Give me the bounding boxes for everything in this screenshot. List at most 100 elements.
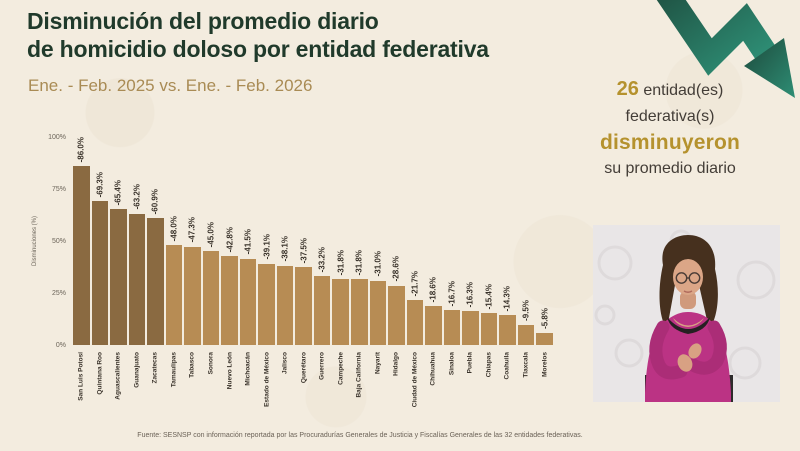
bar-column: -31.8%	[331, 137, 350, 345]
x-tick-cell: Coahuila	[498, 350, 517, 430]
bar-column: -42.8%	[220, 137, 239, 345]
x-tick-cell: Nuevo León	[220, 350, 239, 430]
sign-language-interpreter-video	[593, 225, 780, 402]
bar-value-label: -65.4%	[113, 179, 123, 205]
x-tick-cell: Baja California	[350, 350, 369, 430]
bar	[295, 267, 312, 345]
bar	[202, 251, 220, 345]
x-tick-label: Tamaulipas	[170, 352, 178, 388]
x-tick-cell: San Luis Potosí	[72, 350, 91, 430]
x-tick-label: Ciudad de México	[411, 352, 419, 408]
x-tick-cell: Querétaro	[294, 350, 313, 430]
x-tick-cell: Jalisco	[276, 350, 295, 430]
x-tick-cell: Quintana Roo	[91, 350, 110, 430]
x-tick-label: Nayarit	[374, 352, 382, 375]
bar-value-label: -31.8%	[354, 249, 364, 275]
bar	[147, 218, 164, 345]
bar-value-label: -39.1%	[262, 234, 272, 260]
bar-column: -86.0%	[72, 137, 91, 345]
bar-column: -47.3%	[183, 137, 202, 345]
bar-value-label: -28.6%	[391, 256, 401, 282]
page-title-line1: Disminución del promedio diario	[27, 8, 379, 34]
x-tick-label: Morelos	[541, 352, 549, 377]
bar	[313, 275, 331, 345]
bar	[73, 166, 90, 345]
bar	[239, 258, 257, 345]
x-tick-cell: Puebla	[461, 350, 480, 430]
x-tick-label: Campeche	[337, 352, 345, 385]
bar-value-label: -48.0%	[169, 215, 179, 242]
x-tick-cell: Morelos	[535, 350, 554, 430]
glasses-icon	[675, 272, 701, 284]
bar-value-label: -45.0%	[206, 222, 216, 248]
bar-column: -33.2%	[313, 137, 332, 345]
bar-column: -31.8%	[350, 137, 369, 345]
y-tick-label: 50%	[51, 238, 66, 245]
bar-column: -41.5%	[239, 137, 258, 345]
bar-value-label: -14.3%	[502, 285, 512, 312]
x-tick-cell: Michoacán	[239, 350, 258, 430]
bar-column: -18.6%	[424, 137, 443, 345]
x-tick-label: Tlaxcala	[522, 352, 530, 378]
bar-value-label: -86.0%	[76, 136, 86, 163]
bar	[258, 263, 275, 345]
x-tick-cell: Chihuahua	[424, 350, 443, 430]
bar-value-label: -16.7%	[447, 280, 457, 307]
bar-column: -16.3%	[461, 137, 480, 345]
y-axis-ticks: 0% 25% 50% 75% 100%	[42, 134, 72, 349]
bar-column: -60.9%	[146, 137, 165, 345]
bar-value-label: -31.0%	[373, 251, 383, 277]
summary-highlight: disminuyeron	[599, 131, 741, 154]
summary-line2: federativa(s)	[625, 108, 715, 125]
bar-value-label: -38.1%	[280, 236, 290, 262]
y-axis-title: Disminuciones (%)	[32, 215, 38, 267]
bar	[517, 325, 535, 345]
x-tick-label: Estado de México	[263, 352, 271, 407]
bar	[221, 255, 238, 345]
period-subtitle: Ene. - Feb. 2025 vs. Ene. - Feb. 2026	[28, 76, 313, 95]
x-tick-cell: Sinaloa	[443, 350, 462, 430]
bar	[165, 245, 183, 345]
bar	[110, 208, 127, 345]
bar-column: -69.3%	[91, 137, 110, 345]
interpreter-figure	[593, 225, 780, 402]
bar	[128, 213, 146, 345]
bar	[425, 306, 442, 345]
bar-value-label: -15.4%	[484, 283, 494, 309]
x-tick-cell: Nayarit	[369, 350, 388, 430]
bar-column: -9.5%	[517, 137, 536, 345]
bar-value-label: -33.2%	[317, 246, 327, 272]
x-tick-cell: Campeche	[331, 350, 350, 430]
x-tick-label: Guanajuato	[133, 352, 141, 388]
x-tick-label: Jalisco	[281, 352, 289, 375]
bar-column: -21.7%	[406, 137, 425, 345]
x-tick-label: Sonora	[207, 352, 215, 375]
y-tick-label: 25%	[51, 290, 66, 297]
trend-down-arrow-icon	[656, 0, 795, 98]
bar	[91, 200, 109, 345]
bar-column: -48.0%	[165, 137, 184, 345]
bar	[536, 332, 553, 345]
page-title-line2: de homicidio doloso por entidad federati…	[27, 35, 489, 62]
x-tick-label: Coahuila	[503, 352, 511, 380]
x-tick-label: Querétaro	[300, 352, 308, 384]
bar-value-label: -31.8%	[336, 249, 346, 275]
bar-value-label: -9.5%	[521, 300, 531, 322]
bar-column: -45.0%	[202, 137, 221, 345]
bar-value-label: -47.3%	[187, 217, 197, 243]
bar-column: -63.2%	[128, 137, 147, 345]
x-tick-label: Aguascalientes	[114, 352, 122, 400]
page-title: Disminución del promedio diario de homic…	[27, 8, 489, 63]
x-tick-cell: Tlaxcala	[517, 350, 536, 430]
bar-value-label: -42.8%	[225, 226, 235, 252]
x-tick-cell: Hidalgo	[387, 350, 406, 430]
bar-column: -28.6%	[387, 137, 406, 345]
y-tick-label: 75%	[51, 186, 66, 193]
bar-column: -31.0%	[369, 137, 388, 345]
x-tick-label: Chihuahua	[429, 352, 437, 386]
bar-column: -37.5%	[294, 137, 313, 345]
bar-column: -39.1%	[257, 137, 276, 345]
bar-column: -14.3%	[498, 137, 517, 345]
bar-value-label: -5.8%	[540, 308, 550, 329]
